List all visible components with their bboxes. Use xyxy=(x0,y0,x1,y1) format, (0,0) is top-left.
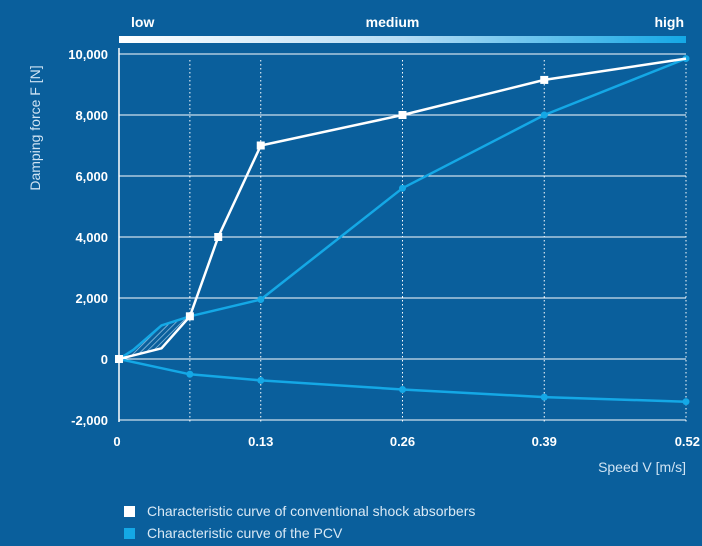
data-point-conventional xyxy=(540,75,549,84)
speed-level-low: low xyxy=(131,14,154,30)
legend-swatch-white xyxy=(124,505,135,517)
legend-label: Characteristic curve of the PCV xyxy=(147,525,343,541)
data-point-pcv xyxy=(399,386,406,393)
y-axis-title: Damping force F [N] xyxy=(27,65,43,190)
data-point-pcv xyxy=(540,111,548,119)
speed-level-high: high xyxy=(654,14,684,30)
data-point-conventional xyxy=(185,312,194,321)
series-line-0 xyxy=(118,57,687,361)
data-point-conventional xyxy=(115,355,123,363)
data-point-pcv xyxy=(186,370,194,378)
y-tick-label: 10,000 xyxy=(68,47,108,62)
data-point-conventional xyxy=(256,141,265,150)
x-tick-label: 0.52 xyxy=(675,434,700,449)
speed-level-bar xyxy=(119,36,686,43)
data-point-pcv xyxy=(540,393,548,401)
data-point-conventional xyxy=(214,233,223,241)
x-tick-label: 0.26 xyxy=(390,434,415,449)
y-tick-label: 4,000 xyxy=(75,230,108,245)
y-tick-label: 2,000 xyxy=(75,291,108,306)
x-tick-label: 0.13 xyxy=(248,434,273,449)
legend-label: Characteristic curve of conventional sho… xyxy=(147,503,476,519)
series-line-1 xyxy=(118,57,687,361)
speed-level-medium: medium xyxy=(366,14,420,30)
series-line-2 xyxy=(118,357,687,403)
data-point-pcv xyxy=(257,296,265,304)
y-tick-label: 0 xyxy=(101,352,108,367)
y-tick-label: -2,000 xyxy=(71,413,108,428)
x-tick-label: 0.39 xyxy=(532,434,557,449)
data-point-pcv xyxy=(399,184,406,192)
y-tick-label: 8,000 xyxy=(75,108,108,123)
legend-item-pcv: Characteristic curve of the PCV xyxy=(124,522,475,544)
legend-swatch-blue xyxy=(124,527,135,539)
x-axis-title: Speed V [m/s] xyxy=(598,459,686,475)
y-tick-label: 6,000 xyxy=(75,169,108,184)
data-point-pcv xyxy=(682,398,690,406)
data-point-pcv xyxy=(682,55,690,63)
legend: Characteristic curve of conventional sho… xyxy=(124,500,475,544)
x-tick-label: 0 xyxy=(113,434,120,449)
legend-item-conventional: Characteristic curve of conventional sho… xyxy=(124,500,475,522)
data-point-pcv xyxy=(257,376,265,384)
data-point-conventional xyxy=(398,111,407,119)
